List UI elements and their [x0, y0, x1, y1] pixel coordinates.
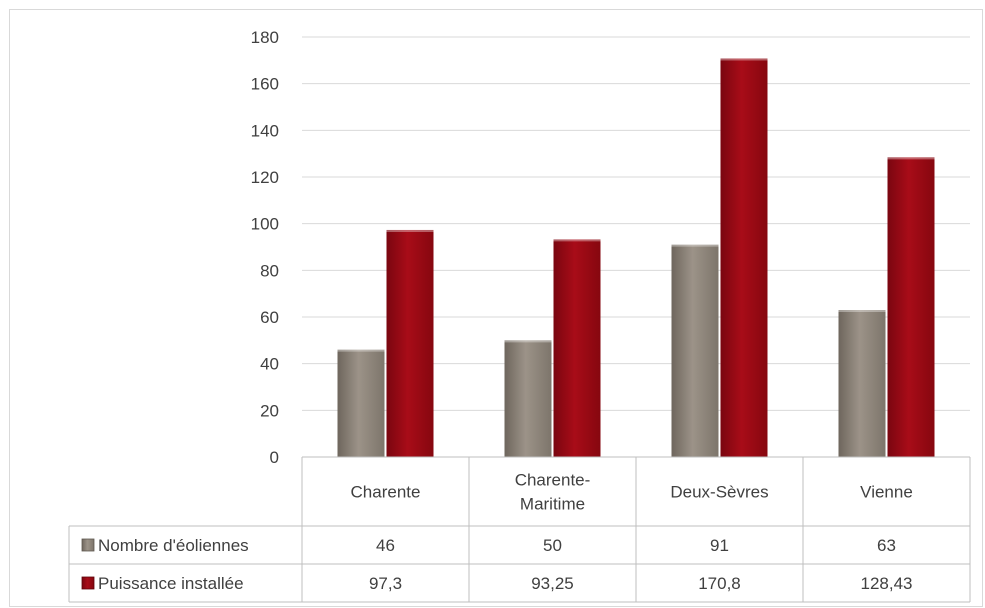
- y-tick-label: 40: [260, 355, 279, 374]
- chart-frame: [9, 9, 983, 607]
- y-tick-label: 120: [251, 168, 279, 187]
- category-label: Charente: [351, 483, 421, 502]
- y-tick-label: 60: [260, 308, 279, 327]
- bar-puissance: [553, 239, 601, 457]
- y-tick-label: 0: [270, 448, 279, 467]
- y-tick-label: 180: [251, 28, 279, 47]
- series-name: Nombre d'éoliennes: [98, 536, 249, 555]
- bar-puissance: [720, 58, 768, 457]
- category-label: Maritime: [520, 495, 585, 514]
- y-tick-label: 140: [251, 121, 279, 140]
- bar-nombre: [671, 244, 719, 457]
- bar-nombre: [838, 310, 886, 457]
- bar-puissance: [386, 229, 434, 457]
- bar-nombre: [337, 349, 385, 457]
- legend-key-puissance: [81, 576, 95, 590]
- data-table-value: 46: [376, 536, 395, 555]
- data-table-value: 91: [710, 536, 729, 555]
- category-label: Charente-: [515, 471, 591, 490]
- y-tick-label: 80: [260, 261, 279, 280]
- category-label: Vienne: [860, 483, 913, 502]
- y-tick-label: 100: [251, 215, 279, 234]
- data-table-value: 97,3: [369, 574, 402, 593]
- data-table-value: 128,43: [861, 574, 913, 593]
- bar-nombre: [504, 340, 552, 457]
- series-name: Puissance installée: [98, 574, 244, 593]
- data-table-value: 170,8: [698, 574, 741, 593]
- y-tick-label: 160: [251, 75, 279, 94]
- data-table-value: 93,25: [531, 574, 574, 593]
- category-label: Deux-Sèvres: [670, 483, 768, 502]
- data-table-value: 63: [877, 536, 896, 555]
- bar-puissance: [887, 157, 935, 457]
- data-table-value: 50: [543, 536, 562, 555]
- legend-key-nombre: [81, 538, 95, 552]
- y-tick-label: 20: [260, 401, 279, 420]
